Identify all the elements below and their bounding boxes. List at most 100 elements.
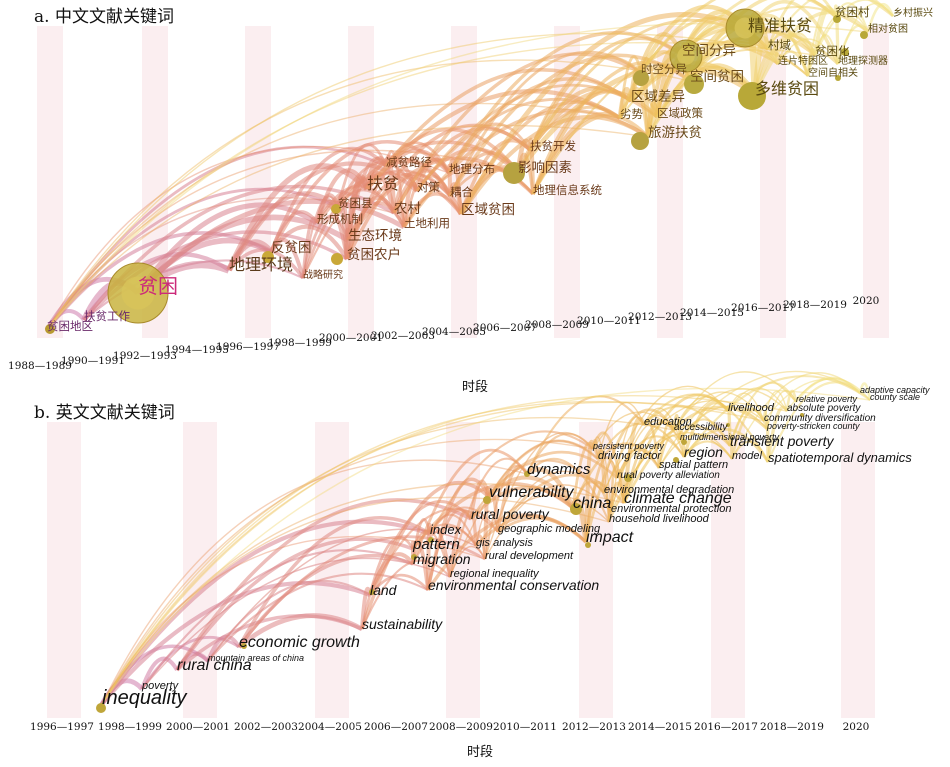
keyword-link [834, 2, 869, 33]
keyword-link [46, 149, 519, 331]
panel-a-title: a. 中文文献关键词 [34, 7, 174, 27]
keyword-link [584, 440, 595, 543]
keyword-link [46, 41, 816, 331]
keyword-link [269, 146, 388, 253]
keyword-link [227, 248, 305, 280]
x-tick-label: 2014—2015 [680, 307, 744, 319]
keyword-label: 扶贫工作 [84, 309, 130, 323]
keyword-label: 地理分布 [449, 162, 495, 176]
keyword-label: inequality [102, 687, 188, 709]
keyword-label: dynamics [527, 461, 591, 478]
keyword-nodes [96, 413, 804, 713]
keyword-label: regional inequality [450, 568, 540, 580]
keyword-node-core [121, 276, 155, 310]
x-tick-label: 2020 [843, 721, 870, 733]
period-bands [47, 422, 875, 718]
x-tick-label: 2008—2009 [429, 721, 493, 733]
keyword-link [496, 464, 529, 533]
keyword-link [361, 559, 451, 630]
keyword-link [766, 390, 797, 430]
x-tick-labels: 1988—19891990—19911992—19931994—19951996… [8, 295, 879, 372]
keyword-link [101, 496, 610, 705]
keyword-label: china [573, 495, 611, 512]
keyword-link [101, 459, 528, 705]
keyword-link [207, 572, 429, 662]
keyword-label: region [684, 444, 723, 460]
keyword-node [633, 70, 649, 86]
keyword-link [730, 408, 766, 460]
keyword-label: 地理探测器 [838, 54, 888, 67]
keyword-label: 旅游扶贫 [648, 125, 702, 141]
keyword-link [360, 536, 415, 630]
x-tick-label: 1990—1991 [61, 355, 125, 367]
x-tick-label: 1998—1999 [98, 721, 162, 733]
keyword-link [46, 124, 649, 331]
keyword-link [682, 400, 730, 458]
keyword-label: 扶贫 [367, 174, 399, 193]
keyword-nodes [45, 8, 868, 334]
keyword-label: 战略研究 [303, 268, 343, 281]
keyword-link [206, 634, 241, 662]
keyword-link [683, 375, 871, 458]
keyword-label: 相对贫困 [868, 22, 908, 35]
keyword-link [618, 55, 643, 119]
keyword-link [100, 519, 431, 706]
x-tick-label: 2008—2009 [525, 319, 589, 331]
keyword-link [727, 387, 788, 412]
keyword-label: 区域差异 [631, 89, 685, 105]
keyword-link [426, 522, 432, 591]
keyword-node [860, 31, 868, 39]
keyword-label: 贫困地区 [47, 319, 93, 333]
keyword-node [738, 82, 766, 110]
keyword-label: spatiotemporal dynamics [768, 450, 912, 465]
keyword-label: vulnerability [489, 484, 574, 501]
keyword-label: 连片特困区 [778, 54, 828, 67]
keyword-label: 贫困村 [835, 5, 870, 19]
x-tick-label: 1996—1997 [30, 721, 94, 733]
period-band [47, 422, 81, 718]
keyword-link [101, 438, 594, 705]
keyword-link [767, 381, 861, 463]
keyword-link [46, 145, 450, 331]
period-band [841, 422, 875, 718]
keyword-label: 村域 [768, 38, 791, 52]
keyword-link [866, 2, 895, 33]
keyword-label: absolute poverty [787, 403, 861, 414]
keyword-link [592, 411, 681, 450]
keyword-link [688, 0, 837, 82]
keyword-label: 多维贫困 [755, 79, 819, 98]
panel-a-x-axis-label: 时段 [462, 380, 488, 395]
keyword-link [101, 483, 625, 705]
keyword-link [571, 441, 600, 509]
keyword-link [678, 430, 686, 458]
keyword-label: 农村 [394, 201, 421, 217]
keyword-link [175, 537, 414, 672]
keyword-label: persistent poverty [592, 441, 665, 451]
keyword-label: impact [586, 529, 634, 546]
keyword-link [525, 467, 576, 509]
keyword-label: 乡村振兴 [893, 6, 933, 19]
keyword-label: county scale [870, 392, 920, 402]
x-tick-label: 2020 [853, 295, 880, 307]
keyword-node [726, 423, 730, 427]
keyword-node [96, 703, 106, 713]
keyword-node [631, 132, 649, 150]
x-tick-label: 2012—2013 [562, 721, 626, 733]
keyword-node [681, 439, 687, 445]
keyword-label: 空间分异 [682, 43, 736, 59]
keyword-link [813, 6, 837, 56]
keyword-label: 区域贫困 [461, 202, 515, 218]
keyword-label: 劣势 [620, 107, 643, 121]
keyword-link [753, 10, 870, 95]
keyword-node [841, 48, 849, 56]
keyword-link [237, 613, 364, 649]
keyword-link [858, 382, 872, 401]
keyword-label: driving factor [598, 450, 662, 462]
x-tick-label: 2002—2003 [371, 330, 435, 342]
keyword-link [766, 405, 789, 463]
keyword-link [46, 22, 869, 331]
keyword-label: 影响因素 [518, 160, 572, 176]
x-tick-label: 2018—2019 [760, 721, 824, 733]
